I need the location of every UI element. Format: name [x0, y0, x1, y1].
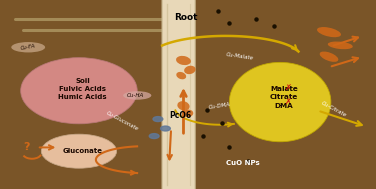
Circle shape [153, 117, 163, 122]
Ellipse shape [317, 27, 341, 37]
Text: Cu-Citrate: Cu-Citrate [320, 101, 347, 118]
Ellipse shape [176, 56, 191, 65]
Text: Cu-FA: Cu-FA [20, 43, 36, 51]
Ellipse shape [183, 110, 193, 117]
Ellipse shape [21, 58, 137, 124]
Circle shape [149, 134, 159, 139]
Ellipse shape [123, 91, 151, 100]
Text: Cu-Gluconate: Cu-Gluconate [105, 110, 139, 132]
Text: ?: ? [23, 143, 30, 152]
Text: ✗: ✗ [284, 97, 291, 106]
Text: CuO NPs: CuO NPs [226, 160, 259, 166]
Text: Malate
Citrate
DMA: Malate Citrate DMA [270, 86, 298, 109]
Circle shape [161, 126, 170, 131]
Ellipse shape [328, 42, 353, 49]
Ellipse shape [184, 66, 196, 74]
Ellipse shape [320, 52, 338, 62]
Text: Gluconate: Gluconate [63, 148, 103, 154]
Text: Cu-DMA: Cu-DMA [208, 102, 231, 110]
Ellipse shape [177, 101, 190, 111]
Text: Cu-Malate: Cu-Malate [226, 52, 254, 61]
Text: Soil
Fulvic Acids
Humic Acids: Soil Fulvic Acids Humic Acids [58, 78, 107, 100]
Text: Root: Root [174, 12, 198, 22]
Ellipse shape [176, 72, 186, 79]
Text: PcO6: PcO6 [170, 111, 191, 120]
Text: Cu-HA: Cu-HA [127, 93, 144, 98]
Ellipse shape [41, 134, 117, 168]
Text: ✗: ✗ [284, 83, 291, 92]
FancyBboxPatch shape [162, 0, 195, 189]
Ellipse shape [229, 62, 331, 142]
Ellipse shape [11, 42, 45, 52]
